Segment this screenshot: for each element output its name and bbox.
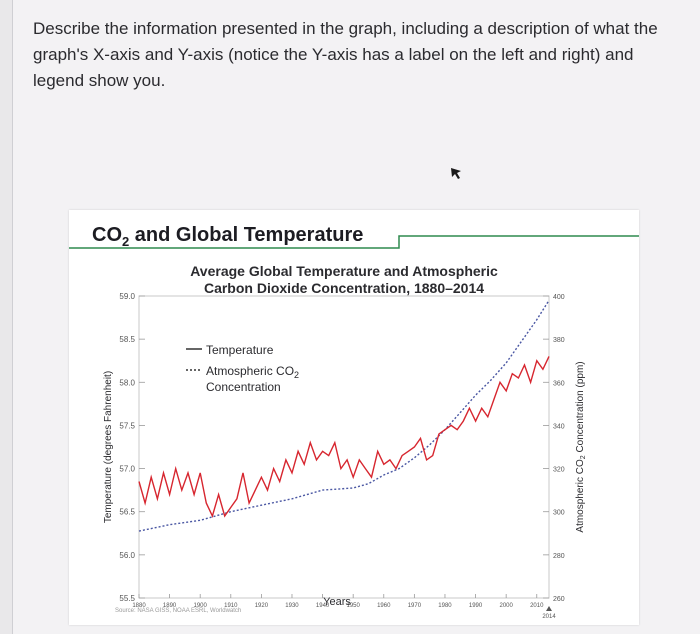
plot-area xyxy=(138,295,550,599)
x-tick-label: 1880 xyxy=(132,603,146,609)
y-axis-label-right: Atmospheric CO2 Concentration (ppm) xyxy=(575,361,587,532)
y-tick-label-right: 380 xyxy=(553,337,565,344)
y-axis-label-left: Temperature (degrees Fahrenheit) xyxy=(103,371,114,523)
x-tick-arrow-2014 xyxy=(546,606,552,611)
chart-title-bg xyxy=(167,258,537,296)
x-tick-label: 1940 xyxy=(316,603,330,609)
y-tick-label-right: 280 xyxy=(553,553,565,560)
legend-co2-prefix: Atmospheric CO xyxy=(206,364,294,378)
legend-label-co2-line1: Atmospheric CO2 xyxy=(206,364,299,380)
series-line-temperature xyxy=(138,356,550,518)
x-tick-label: 1910 xyxy=(224,603,238,609)
x-tick-label: 2010 xyxy=(530,603,544,609)
x-tick-label: 1890 xyxy=(163,603,177,609)
chart-title-line1: Average Global Temperature and Atmospher… xyxy=(190,263,498,279)
y-tick-label-left: 56.5 xyxy=(119,508,135,517)
x-tick-label: 1920 xyxy=(255,603,269,609)
figure-title-prefix: CO xyxy=(92,224,122,246)
x-tick-label: 1990 xyxy=(469,603,483,609)
y-ticks-left: 55.5 56.0 56.5 57.0 57.5 58.0 58.5 59.0 xyxy=(119,292,135,603)
y-tick-label-left: 59.0 xyxy=(119,292,135,301)
y-tick-label-right: 400 xyxy=(553,294,565,301)
x-tick-label-2014: 2014 xyxy=(542,614,556,620)
x-tick-label: 1900 xyxy=(194,603,208,609)
chart-title-line2: Carbon Dioxide Concentration, 1880–2014 xyxy=(204,280,484,296)
y-axis-right-suffix: Concentration (ppm) xyxy=(575,361,586,455)
chart-svg: Average Global Temperature and Atmospher… xyxy=(103,258,587,620)
figure-title-sub: 2 xyxy=(122,234,130,249)
figure-title-underline xyxy=(69,235,639,249)
y-ticks-right: 260 280 300 320 340 360 380 400 xyxy=(553,294,565,603)
y-axis-right-sub: 2 xyxy=(580,455,587,459)
x-tick-label: 1930 xyxy=(285,603,299,609)
x-ticks: 1880 1890 1900 1910 1920 1930 1940 1950 1960 1970… xyxy=(132,603,556,620)
x-tick-label: 1950 xyxy=(346,603,360,609)
y-tick-label-right: 320 xyxy=(553,467,565,474)
chart-figure: CO2 and Global Temperature Average Globa… xyxy=(69,210,639,625)
y-tick-label-left: 55.5 xyxy=(119,594,135,603)
y-tick-label-left: 57.5 xyxy=(119,421,135,430)
y-tick-label-left: 58.5 xyxy=(119,335,135,344)
x-tick-label: 1970 xyxy=(408,603,422,609)
y-tick-label-left: 57.0 xyxy=(119,465,135,474)
chart-source: Source: NASA GISS, NOAA ESRL, Worldwatch xyxy=(115,608,241,614)
series-line-co2 xyxy=(138,299,550,532)
question-card: Describe the information presented in th… xyxy=(12,0,700,634)
y-axis-right-prefix: Atmospheric CO xyxy=(575,459,586,533)
cursor-arrow-icon xyxy=(451,168,461,179)
question-text: Describe the information presented in th… xyxy=(33,19,658,90)
gridlines xyxy=(138,295,549,599)
x-tick-label: 1980 xyxy=(438,603,452,609)
legend-label-temperature: Temperature xyxy=(206,343,274,357)
legend-label-co2-line2: Concentration xyxy=(206,380,281,394)
figure-title: CO2 and Global Temperature xyxy=(92,224,363,249)
x-axis-label: Years xyxy=(323,596,351,608)
y-tick-label-right: 360 xyxy=(553,380,565,387)
y-tick-label-left: 58.0 xyxy=(119,378,135,387)
x-tick-label: 2000 xyxy=(499,603,513,609)
x-tick-label: 1960 xyxy=(377,603,391,609)
y-tick-label-right: 340 xyxy=(553,423,565,430)
legend-co2-sub: 2 xyxy=(294,370,299,380)
y-tick-label-right: 300 xyxy=(553,510,565,517)
y-tick-label-right: 260 xyxy=(553,596,565,603)
y-tick-label-left: 56.0 xyxy=(119,551,135,560)
legend: Temperature Atmospheric CO2 Concentratio… xyxy=(186,343,299,394)
figure-title-suffix: and Global Temperature xyxy=(129,224,364,246)
